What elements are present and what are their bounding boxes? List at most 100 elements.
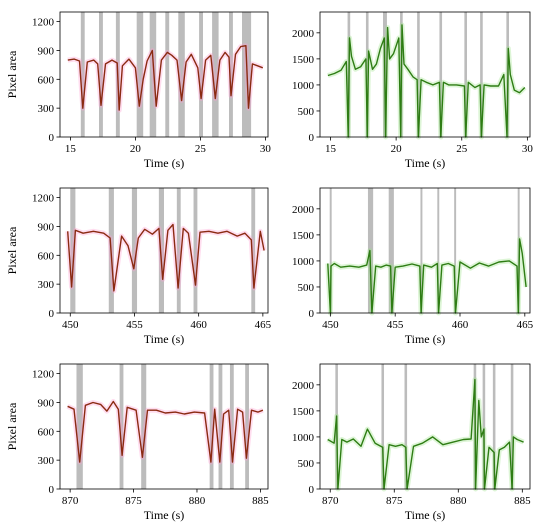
top-right-ytick-label-2: 1000 <box>292 80 315 92</box>
bottom-left-xtick-label-0: 870 <box>62 495 79 507</box>
bottom-left-ytick-label-3: 900 <box>38 397 55 409</box>
bottom-right-panel: 870 875 880 885 0 500 1000 1500 2000 Time (s) <box>292 363 531 522</box>
bottom-left-ylabel: Pixel area <box>5 402 19 450</box>
top-left-shaded-interval-3 <box>136 12 144 137</box>
top-right-shaded-interval-5 <box>439 12 443 137</box>
middle-right-ytick-label-2: 1000 <box>292 256 315 268</box>
top-left-xtick-label-2: 25 <box>195 143 207 155</box>
middle-left-shaded-interval-5 <box>193 188 198 313</box>
bottom-right-xtick-label-3: 885 <box>514 495 531 507</box>
bottom-right-shaded-interval-1 <box>381 364 385 489</box>
bottom-left-shaded-interval-5 <box>229 364 234 489</box>
top-left-ytick-label-1: 300 <box>38 103 55 115</box>
bottom-right-ytick-label-4: 2000 <box>292 380 315 392</box>
top-right-xtick-label-2: 25 <box>456 143 468 155</box>
top-left-series-line <box>67 45 264 111</box>
middle-left-xtick-label-2: 460 <box>190 319 207 331</box>
middle-left-panel: 450 455 460 465 0 300 600 900 1200 Time (s) Pixel … <box>5 187 272 346</box>
top-right-ytick-label-0: 0 <box>309 132 315 144</box>
middle-left-xtick-label-1: 455 <box>126 319 143 331</box>
top-right-shaded-interval-1 <box>365 12 369 137</box>
bottom-left-ytick-label-0: 0 <box>49 484 55 496</box>
bottom-left-shaded-interval-6 <box>245 364 249 489</box>
middle-right-ytick-label-3: 1500 <box>292 230 315 242</box>
top-right-ytick-label-1: 500 <box>298 106 315 118</box>
middle-right-xtick-label-0: 450 <box>322 319 339 331</box>
middle-right-xtick-label-3: 465 <box>517 319 534 331</box>
middle-left-shaded-interval-6 <box>251 188 256 313</box>
bottom-right-ytick-label-1: 500 <box>298 458 315 470</box>
bottom-right-axes-frame <box>319 363 531 490</box>
middle-right-axes-frame <box>319 187 531 314</box>
top-left-ytick-label-4: 1200 <box>32 17 55 29</box>
bottom-left-shaded-interval-2 <box>141 364 147 489</box>
bottom-left-shaded-interval-0 <box>76 364 83 489</box>
top-left-axes-frame <box>59 11 269 138</box>
top-left-shaded-interval-5 <box>165 12 170 137</box>
middle-left-series-line <box>67 223 265 292</box>
middle-left-ytick-label-1: 300 <box>38 279 55 291</box>
bottom-left-xtick-label-1: 875 <box>125 495 142 507</box>
bottom-left-xtick-label-2: 880 <box>189 495 206 507</box>
middle-left-ytick-label-3: 900 <box>38 221 55 233</box>
bottom-left-shaded-interval-4 <box>218 364 223 489</box>
middle-right-shaded-interval-3 <box>420 188 423 313</box>
bottom-left-axes-frame <box>59 363 269 490</box>
bottom-left-shaded-interval-1 <box>119 364 124 489</box>
middle-right-ytick-label-4: 2000 <box>292 204 315 216</box>
middle-left-ytick-label-2: 600 <box>38 250 55 262</box>
bottom-left-xtick-label-3: 885 <box>252 495 269 507</box>
middle-left-xtick-label-0: 450 <box>62 319 79 331</box>
bottom-left-series-line <box>67 400 264 463</box>
middle-right-shaded-interval-5 <box>454 188 457 313</box>
middle-left-axes-frame <box>59 187 269 314</box>
middle-right-shaded-interval-6 <box>517 188 520 313</box>
top-right-xtick-label-0: 15 <box>325 143 337 155</box>
top-left-plot-area <box>60 12 268 137</box>
bottom-right-ytick-label-2: 1000 <box>292 432 315 444</box>
middle-right-shaded-interval-4 <box>437 188 440 313</box>
top-right-xlabel: Time (s) <box>405 156 446 170</box>
middle-right-plot-area <box>320 188 530 313</box>
bottom-left-xlabel: Time (s) <box>144 508 185 522</box>
middle-left-ylabel: Pixel area <box>5 226 19 274</box>
top-right-shaded-interval-7 <box>480 12 483 137</box>
middle-left-shaded-interval-4 <box>176 188 181 313</box>
bottom-left-ytick-label-1: 300 <box>38 455 55 467</box>
top-left-xtick-label-3: 30 <box>260 143 272 155</box>
top-left-shaded-interval-8 <box>212 12 219 137</box>
bottom-right-series-line <box>327 378 524 490</box>
bottom-right-shaded-interval-4 <box>482 364 486 489</box>
top-left-shaded-interval-6 <box>178 12 185 137</box>
top-left-shaded-interval-4 <box>149 12 157 137</box>
top-right-plot-area <box>320 12 530 137</box>
middle-right-xtick-label-2: 460 <box>452 319 469 331</box>
top-right-panel: 15 20 25 30 0 500 1000 1500 2000 Time (s) <box>292 11 533 170</box>
middle-left-xlabel: Time (s) <box>144 332 185 346</box>
bottom-left-shaded-interval-3 <box>209 364 214 489</box>
bottom-right-ytick-label-3: 1500 <box>292 406 315 418</box>
top-left-shaded-interval-1 <box>99 12 103 137</box>
bottom-left-ytick-label-2: 600 <box>38 426 55 438</box>
top-right-series-line <box>327 24 526 138</box>
top-left-shaded-interval-9 <box>229 12 233 137</box>
top-right-shaded-interval-6 <box>464 12 467 137</box>
middle-left-xtick-label-3: 465 <box>255 319 272 331</box>
middle-left-shaded-interval-3 <box>158 188 164 313</box>
middle-right-ytick-label-0: 0 <box>309 308 315 320</box>
top-right-shaded-interval-4 <box>417 12 420 137</box>
bottom-right-shaded-interval-6 <box>510 364 514 489</box>
middle-right-xlabel: Time (s) <box>405 332 446 346</box>
top-left-ytick-label-3: 900 <box>38 45 55 57</box>
top-left-xlabel: Time (s) <box>144 156 185 170</box>
middle-right-ytick-label-1: 500 <box>298 282 315 294</box>
top-left-xtick-label-0: 15 <box>65 143 77 155</box>
top-left-ytick-label-2: 600 <box>38 74 55 86</box>
middle-left-ytick-label-4: 1200 <box>32 193 55 205</box>
bottom-right-xtick-label-2: 880 <box>450 495 467 507</box>
middle-right-shaded-interval-0 <box>329 188 332 313</box>
top-left-shaded-interval-0 <box>80 12 85 137</box>
top-left-shaded-interval-7 <box>199 12 203 137</box>
